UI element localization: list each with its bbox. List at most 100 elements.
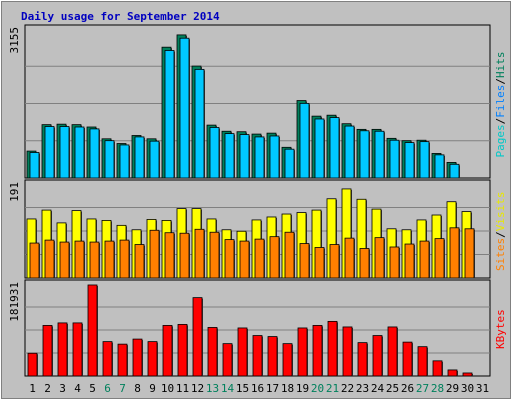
x-tick-label-day-4: 4	[74, 382, 81, 395]
bar-sites-day-11	[179, 232, 190, 279]
bar-kbytes-day-1	[27, 352, 38, 377]
bar-kbytes-day-24	[372, 335, 383, 377]
x-tick-label-day-12: 12	[191, 382, 204, 395]
bar-kbytes-day-23	[357, 342, 368, 377]
bar-kbytes-day-5	[87, 284, 98, 377]
bar-files-day-28	[434, 154, 445, 179]
bar-kbytes-day-7	[117, 343, 128, 377]
bar-sites-day-7	[119, 239, 130, 279]
x-tick-label-day-3: 3	[59, 382, 66, 395]
x-tick-label-day-13: 13	[206, 382, 219, 395]
bar-files-day-22	[344, 125, 355, 179]
x-tick-label-day-15: 15	[236, 382, 249, 395]
x-tick-label-day-9: 9	[149, 382, 156, 395]
bar-files-day-9	[149, 140, 160, 179]
x-tick-label-day-1: 1	[29, 382, 36, 395]
x-tick-label-day-25: 25	[386, 382, 399, 395]
x-tick-label-day-23: 23	[356, 382, 369, 395]
legend-separator: /	[494, 231, 507, 238]
bar-sites-day-27	[419, 240, 430, 279]
bar-files-day-25	[389, 139, 400, 179]
bar-kbytes-day-29	[447, 369, 458, 377]
bar-sites-day-13	[209, 231, 220, 279]
bar-sites-day-2	[44, 239, 55, 279]
x-tick-label-day-30: 30	[461, 382, 474, 395]
bar-sites-day-14	[224, 239, 235, 279]
bar-kbytes-day-10	[162, 325, 173, 377]
bar-kbytes-day-3	[57, 322, 68, 377]
bar-kbytes-day-25	[387, 326, 398, 377]
x-tick-label-day-31: 31	[476, 382, 489, 395]
bar-sites-day-4	[74, 240, 85, 279]
bar-kbytes-day-30	[462, 372, 473, 377]
x-tick-label-day-24: 24	[371, 382, 385, 395]
x-tick-label-day-27: 27	[416, 382, 429, 395]
bar-sites-day-9	[149, 229, 160, 279]
bar-kbytes-day-21	[327, 320, 338, 377]
bar-files-day-12	[194, 68, 205, 179]
bar-kbytes-day-2	[42, 325, 53, 377]
x-tick-label-day-7: 7	[119, 382, 126, 395]
legend-separator: /	[494, 118, 507, 125]
bar-sites-day-6	[104, 240, 115, 279]
legend: Sites/Visits	[494, 192, 507, 272]
bar-files-day-19	[299, 102, 310, 179]
legend: Pages/Files/Hits	[494, 52, 507, 158]
x-tick-label-day-10: 10	[161, 382, 174, 395]
bar-files-day-7	[119, 144, 130, 179]
x-tick-label-day-22: 22	[341, 382, 354, 395]
legend-separator: /	[494, 78, 507, 85]
bar-files-day-29	[449, 163, 460, 179]
bar-kbytes-day-15	[237, 327, 248, 377]
bar-sites-day-17	[269, 236, 280, 279]
bar-kbytes-day-11	[177, 324, 188, 377]
x-tick-label-day-29: 29	[446, 382, 459, 395]
legend-pages: Pages	[494, 124, 507, 157]
bar-kbytes-day-9	[147, 341, 158, 377]
y-max-label: 3155	[8, 27, 21, 54]
bar-files-day-5	[89, 128, 100, 179]
legend-files: Files	[494, 85, 507, 118]
bar-files-day-16	[254, 136, 265, 179]
x-tick-label-day-28: 28	[431, 382, 444, 395]
legend-sites: Sites	[494, 238, 507, 271]
bar-files-day-27	[419, 141, 430, 179]
bar-files-day-6	[104, 140, 115, 179]
x-tick-label-day-5: 5	[89, 382, 96, 395]
bar-files-day-23	[359, 130, 370, 179]
x-tick-label-day-6: 6	[104, 382, 111, 395]
bar-sites-day-28	[434, 238, 445, 279]
x-tick-label-day-18: 18	[281, 382, 294, 395]
bar-files-day-21	[329, 117, 340, 179]
x-tick-label-day-8: 8	[134, 382, 141, 395]
bar-sites-day-20	[314, 247, 325, 279]
bar-files-day-20	[314, 118, 325, 179]
bar-sites-day-26	[404, 243, 415, 279]
bar-kbytes-day-19	[297, 327, 308, 377]
bar-sites-day-15	[239, 240, 250, 279]
bar-sites-day-16	[254, 238, 265, 279]
x-tick-label-day-14: 14	[221, 382, 235, 395]
legend-hits: Hits	[494, 52, 507, 79]
bar-files-day-2	[44, 126, 55, 179]
bar-sites-day-21	[329, 244, 340, 279]
bar-sites-day-29	[449, 227, 460, 279]
bar-sites-day-30	[464, 228, 475, 279]
bar-files-day-13	[209, 127, 220, 179]
bar-files-day-1	[29, 152, 40, 179]
bar-sites-day-12	[194, 228, 205, 279]
x-tick-label-day-16: 16	[251, 382, 264, 395]
bar-files-day-15	[239, 134, 250, 179]
x-tick-label-day-26: 26	[401, 382, 414, 395]
bar-files-day-8	[134, 136, 145, 179]
bar-sites-day-18	[284, 231, 295, 279]
bar-sites-day-5	[89, 241, 100, 279]
bar-kbytes-day-6	[102, 341, 113, 377]
legend: KBytes	[494, 309, 507, 349]
chart-title: Daily usage for September 2014	[21, 10, 220, 23]
bar-sites-day-22	[344, 237, 355, 279]
bar-files-day-4	[74, 126, 85, 179]
bar-kbytes-day-26	[402, 341, 413, 377]
bar-kbytes-day-12	[192, 297, 203, 377]
